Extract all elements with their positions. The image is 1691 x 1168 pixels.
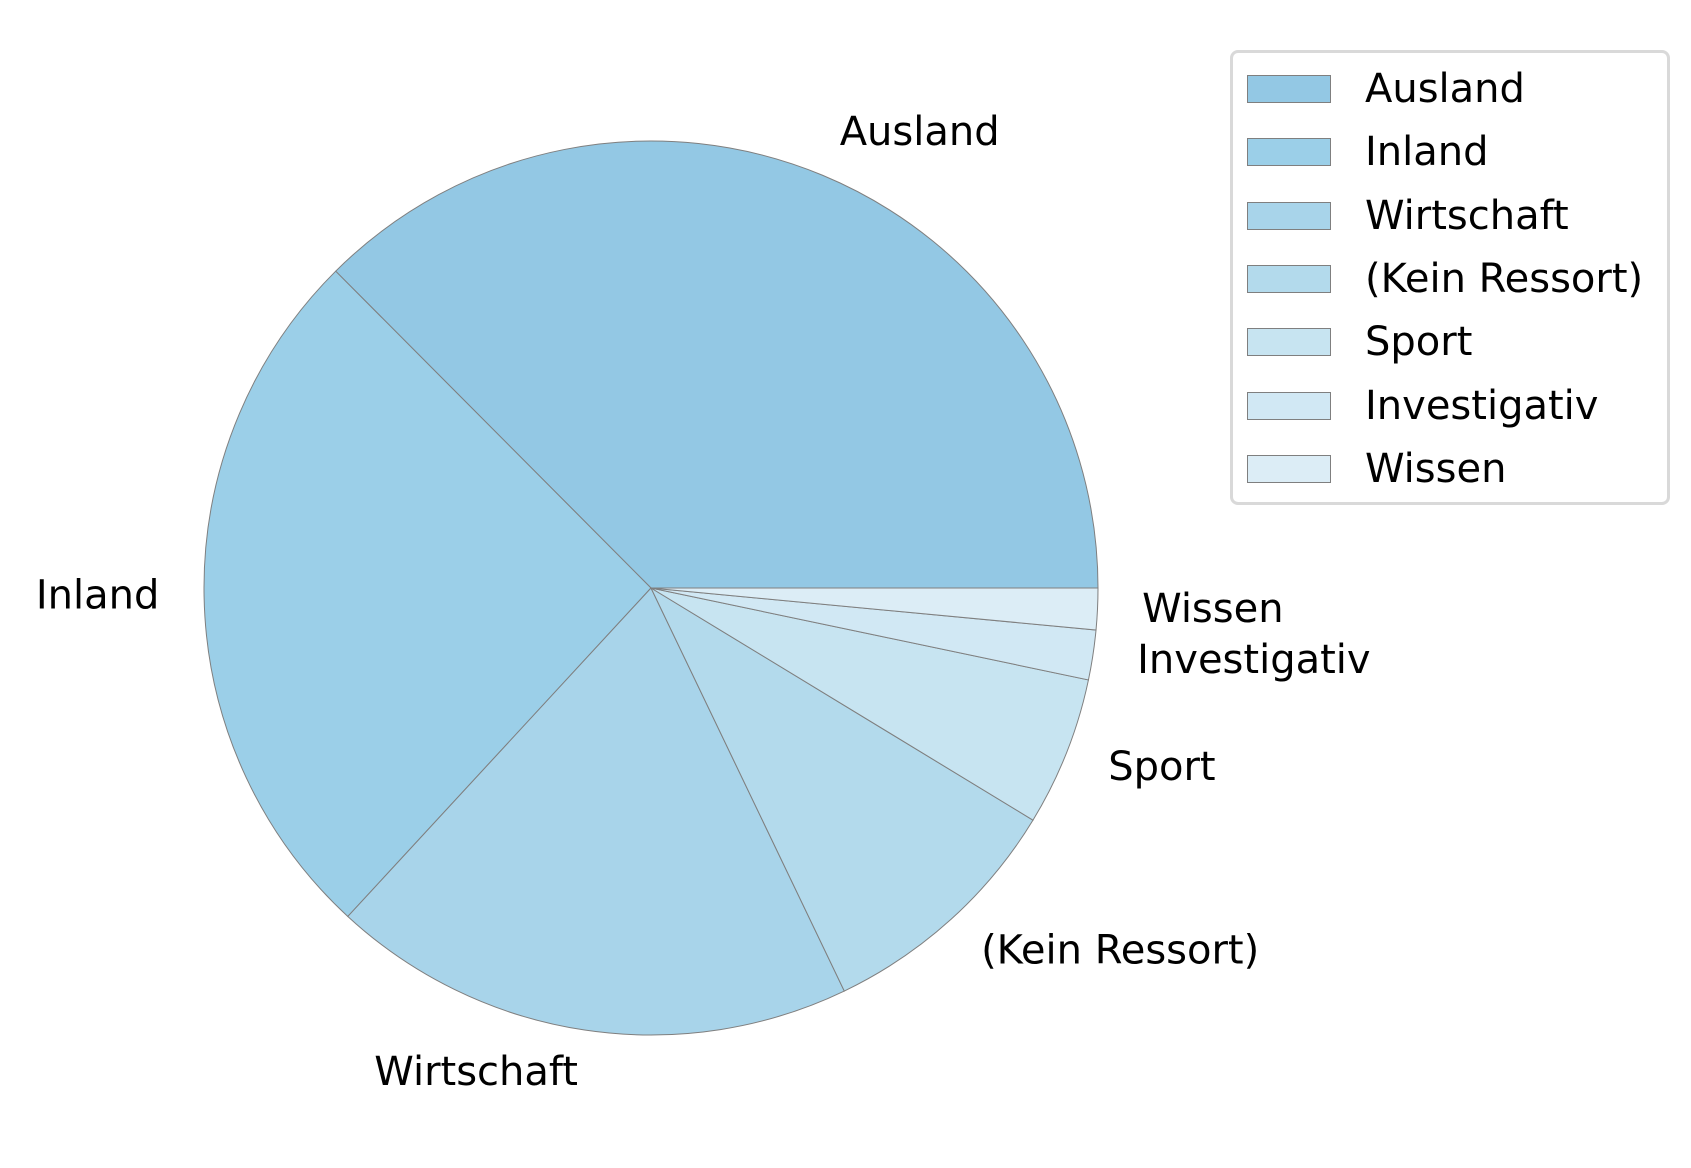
legend-swatch bbox=[1247, 454, 1331, 483]
pie-label-wissen: Wissen bbox=[1142, 586, 1283, 632]
pie-label-investigativ: Investigativ bbox=[1137, 637, 1370, 683]
pie-labels: Ausland Inland Wirtschaft (Kein Ressort) Spo… bbox=[36, 109, 1371, 1095]
legend-label: Sport bbox=[1365, 319, 1473, 366]
pie-slice-ausland bbox=[334, 140, 1099, 589]
pie-slice-wirtschaft bbox=[347, 587, 845, 1036]
legend-swatch bbox=[1247, 201, 1331, 230]
legend-item-inland: Inland bbox=[1247, 129, 1489, 176]
pie-slices bbox=[203, 140, 1099, 1036]
pie-label-wirtschaft: Wirtschaft bbox=[374, 1049, 578, 1095]
pie-label-inland: Inland bbox=[36, 572, 160, 618]
pie-slice-kein-ressort bbox=[649, 586, 1034, 992]
legend-label: Investigativ bbox=[1365, 382, 1599, 429]
legend-item-investigativ: Investigativ bbox=[1247, 382, 1599, 429]
legend-swatch bbox=[1247, 328, 1331, 357]
pie-label-kein-ressort: (Kein Ressort) bbox=[981, 927, 1259, 973]
legend-label: Ausland bbox=[1365, 66, 1525, 112]
legend-item-wirtschaft: Wirtschaft bbox=[1247, 192, 1569, 239]
legend: Ausland Inland Wirtschaft (Kein Ressort) Spo… bbox=[1230, 50, 1670, 505]
legend-item-ausland: Ausland bbox=[1247, 66, 1525, 112]
pie-label-sport: Sport bbox=[1108, 744, 1215, 790]
legend-item-wissen: Wissen bbox=[1247, 445, 1507, 492]
legend-item-sport: Sport bbox=[1247, 319, 1473, 366]
legend-swatch bbox=[1247, 138, 1331, 167]
legend-label: Wissen bbox=[1365, 445, 1507, 492]
pie-slice-sport bbox=[650, 587, 1090, 821]
legend-label: (Kein Ressort) bbox=[1365, 255, 1644, 302]
legend-label: Inland bbox=[1365, 129, 1489, 176]
pie-slice-inland bbox=[203, 270, 652, 918]
legend-swatch bbox=[1247, 391, 1331, 420]
pie-label-ausland: Ausland bbox=[840, 109, 1000, 155]
legend-swatch bbox=[1247, 264, 1331, 293]
legend-item-kein-ressort: (Kein Ressort) bbox=[1247, 255, 1644, 302]
pie-slice-wissen bbox=[650, 587, 1099, 631]
legend-swatch bbox=[1247, 75, 1331, 103]
legend-label: Wirtschaft bbox=[1365, 192, 1569, 239]
